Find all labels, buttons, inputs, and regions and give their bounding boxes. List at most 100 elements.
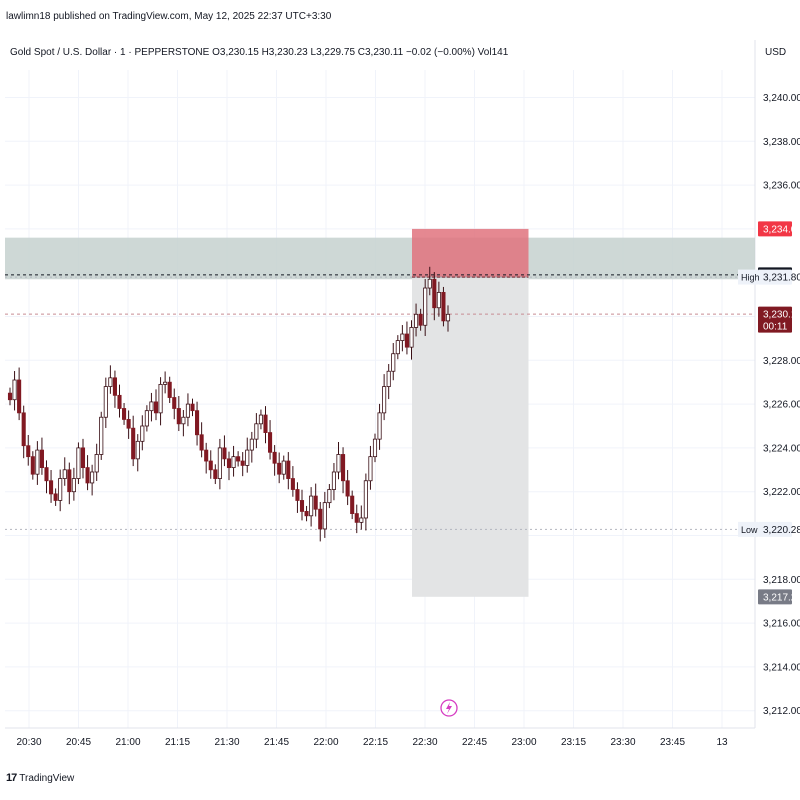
candle — [432, 272, 437, 321]
candle-body — [404, 333, 409, 348]
candle — [176, 395, 181, 432]
candle-body — [131, 427, 136, 460]
price-marker-tag-bg — [738, 269, 758, 285]
price-marker-bg — [758, 589, 792, 605]
tradingview-logo-icon: 17 — [6, 772, 17, 784]
candle — [35, 441, 40, 485]
currency-label[interactable]: USD — [765, 47, 787, 58]
candle-body — [213, 469, 218, 479]
candle-body — [359, 517, 364, 523]
candle-body — [67, 469, 72, 493]
candle — [185, 393, 190, 427]
price-marker: 3,217.20 — [758, 589, 800, 605]
candle — [363, 473, 368, 531]
candle-body — [258, 414, 263, 425]
candle-body — [322, 502, 327, 530]
footer-brand[interactable]: 17 TradingView — [6, 772, 74, 784]
candle-body — [391, 353, 396, 372]
candle — [286, 452, 291, 490]
candle — [58, 469, 63, 512]
candle — [26, 434, 31, 466]
candle-body — [427, 278, 432, 289]
candle — [290, 466, 295, 497]
candle-body — [12, 379, 17, 401]
candle — [76, 442, 81, 485]
candle — [400, 325, 405, 352]
candle — [404, 321, 409, 355]
candle — [263, 406, 268, 444]
price-tick-label: 3,236.00 — [763, 181, 800, 192]
price-marker-label: 3,234.00 — [763, 224, 800, 235]
candle-body — [39, 449, 44, 469]
candle — [295, 482, 300, 513]
candle — [103, 377, 108, 428]
candle-body — [377, 412, 382, 440]
candle — [377, 403, 382, 450]
time-tick-label: 22:15 — [363, 737, 388, 748]
price-marker: 3,234.00 — [758, 221, 800, 237]
candle — [336, 441, 341, 480]
candle — [213, 464, 218, 485]
price-marker-bg — [758, 269, 792, 285]
candle-body — [295, 489, 300, 501]
candle-body — [331, 471, 336, 490]
time-tick-label: 13 — [716, 737, 728, 748]
candle — [204, 442, 209, 474]
candle — [85, 455, 90, 491]
candle — [217, 438, 222, 490]
candle-body — [272, 451, 277, 464]
candle-body — [90, 471, 95, 484]
candle-body — [313, 495, 318, 510]
candle-body — [71, 478, 76, 493]
candle — [382, 374, 387, 421]
candle — [208, 450, 213, 479]
candle-body — [290, 478, 295, 490]
candle — [222, 435, 227, 467]
candle-body — [341, 454, 346, 482]
candle — [112, 370, 117, 408]
candle — [414, 303, 419, 337]
candle-body — [350, 495, 355, 514]
candle-body — [236, 456, 241, 462]
candle — [309, 487, 314, 527]
symbol-ohlc-line: Gold Spot / U.S. Dollar · 1 · PEPPERSTON… — [10, 47, 509, 58]
candle — [44, 460, 49, 494]
candle — [341, 447, 346, 494]
candle — [372, 433, 378, 463]
candle — [345, 470, 350, 506]
candle — [67, 462, 72, 505]
candle-body — [158, 383, 163, 414]
candle — [350, 490, 355, 520]
candle-body — [122, 408, 127, 420]
price-tick-label: 3,240.00 — [763, 93, 800, 104]
candle — [53, 488, 58, 506]
candle-body — [35, 449, 40, 475]
publisher-line: lawlimn18 published on TradingView.com, … — [6, 11, 332, 22]
candle-body — [181, 416, 186, 425]
price-marker-tag: High — [741, 273, 760, 283]
candle — [318, 501, 323, 542]
price-marker-label: 3,231.80 — [763, 273, 800, 284]
candle-body — [423, 287, 428, 326]
candle — [249, 431, 254, 463]
candle-body — [190, 403, 195, 412]
candle-body — [436, 292, 441, 309]
time-tick-label: 23:15 — [561, 737, 586, 748]
lightning-event-icon — [440, 699, 458, 717]
candle-body — [7, 392, 13, 401]
candle-body — [432, 278, 437, 309]
time-tick-label: 23:00 — [511, 737, 536, 748]
candle-body — [318, 508, 323, 530]
price-marker-label: 3,230.11 — [763, 310, 800, 321]
candle — [327, 484, 332, 509]
candle — [144, 405, 149, 432]
candle — [445, 305, 451, 332]
candle-body — [222, 447, 227, 460]
candle-body — [327, 489, 332, 504]
time-tick-label: 22:30 — [412, 737, 437, 748]
candle — [272, 445, 277, 476]
target-box — [412, 277, 529, 597]
candle — [268, 420, 273, 460]
candle-body — [53, 493, 58, 501]
